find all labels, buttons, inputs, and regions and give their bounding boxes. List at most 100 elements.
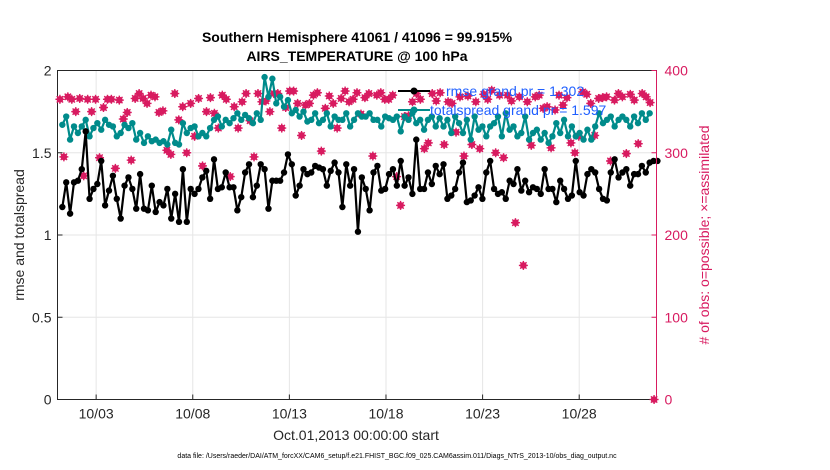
- rmse-series-point: [595, 185, 603, 193]
- spread-series-point: [82, 116, 89, 124]
- y-tick-label: 1: [44, 227, 52, 243]
- obs-point-ray: [547, 144, 555, 152]
- spread-series-point: [280, 103, 288, 110]
- spread-series-point: [467, 136, 474, 143]
- obs-point: [554, 90, 564, 100]
- obs-point: [289, 86, 299, 96]
- rmse-series-point: [502, 195, 509, 203]
- rmse-series-point: [319, 166, 327, 173]
- x-tick-label: 10/13: [272, 406, 307, 422]
- obs-point-ray: [369, 152, 377, 160]
- rmse-series-point: [475, 184, 482, 191]
- spread-series-point: [459, 129, 467, 137]
- obs-point: [174, 115, 184, 125]
- spread-series-point: [296, 113, 303, 120]
- obs-point-ray: [56, 95, 64, 103]
- obs-point: [562, 93, 572, 103]
- obs-point: [75, 93, 85, 103]
- obs-point-ray: [159, 107, 167, 115]
- rmse-series-point: [385, 170, 393, 178]
- obs-point-ray: [491, 149, 500, 157]
- axes-layer: 10/03 10/08 10/13 10/18 10/23 10/2800.511.520…: [32, 63, 688, 422]
- rmse-series-point: [284, 151, 292, 158]
- obs-point-ray: [297, 131, 306, 140]
- y2-tick-label: 400: [665, 63, 689, 79]
- obs-point: [221, 94, 231, 104]
- rmse-series-point: [634, 170, 642, 178]
- y-tick-label: 1.5: [32, 145, 52, 161]
- legend-rmse-marker: [410, 87, 418, 95]
- rmse-series-point: [136, 170, 144, 178]
- rmse-series-point: [276, 177, 284, 184]
- rmse-series-point: [222, 169, 229, 176]
- rmse-series-point: [238, 193, 245, 201]
- spread-series-point: [101, 116, 109, 124]
- spread-series-point: [238, 116, 245, 124]
- obs-point-ray: [222, 95, 230, 103]
- spread-series-point: [125, 124, 132, 132]
- rmse-series-point: [521, 177, 529, 184]
- obs-point-ray: [480, 90, 488, 99]
- obs-point: [471, 97, 481, 107]
- obs-point: [419, 144, 429, 154]
- spread-series-point: [129, 119, 136, 127]
- spread-series-point: [510, 123, 517, 130]
- spread-series-point: [245, 115, 253, 122]
- obs-point-ray: [527, 141, 535, 150]
- obs-point-ray: [139, 94, 147, 103]
- spread-series-point: [117, 129, 124, 137]
- spread-series-point: [168, 126, 175, 133]
- spread-series-point: [502, 110, 509, 117]
- rmse-series-point: [580, 192, 587, 199]
- rmse-series-point: [210, 156, 218, 163]
- spread-series-point: [133, 136, 140, 143]
- rmse-series-point: [82, 128, 89, 135]
- obs-point: [98, 103, 108, 113]
- spread-series-point: [490, 119, 498, 127]
- rmse-series-point: [249, 193, 257, 201]
- spread-series-point: [638, 110, 646, 117]
- obs-point-ray: [396, 201, 405, 210]
- rmse-series-point: [537, 190, 544, 198]
- spread-series-point: [576, 129, 583, 137]
- obs-point-ray: [420, 144, 429, 153]
- obs-point-ray: [559, 101, 567, 109]
- obs-point: [91, 94, 101, 104]
- rmse-series-point: [459, 159, 467, 166]
- obs-point: [233, 123, 243, 133]
- obs-point-ray: [610, 96, 619, 104]
- spread-series-point: [218, 123, 226, 130]
- obs-point: [332, 123, 342, 133]
- obs-point-ray: [408, 98, 417, 106]
- obs-point-ray: [476, 144, 484, 153]
- obs-point-ray: [551, 106, 559, 114]
- obs-point-ray: [230, 103, 238, 111]
- obs-point: [435, 88, 445, 98]
- obs-point: [522, 97, 532, 107]
- obs-point: [201, 107, 211, 117]
- obs-point: [312, 88, 322, 98]
- obs-point-ray: [587, 99, 595, 108]
- obs-point-ray: [523, 98, 532, 106]
- obs-point-ray: [337, 94, 345, 103]
- spread-series-point: [257, 116, 264, 124]
- obs-point: [447, 98, 457, 108]
- grid: [57, 70, 657, 400]
- obs-point-ray: [472, 98, 480, 106]
- spread-series-point: [308, 116, 315, 124]
- obs-point-ray: [127, 156, 135, 164]
- obs-point: [352, 88, 362, 98]
- obs-point-ray: [503, 91, 512, 99]
- obs-point-ray: [535, 91, 543, 99]
- spread-series-point: [292, 106, 299, 114]
- obs-point-ray: [432, 97, 440, 105]
- obs-point-ray: [289, 87, 298, 95]
- rmse-series-point: [105, 187, 113, 194]
- spread-series-point: [471, 113, 478, 120]
- obs-point-ray: [182, 149, 191, 157]
- legend-spread-marker: [410, 106, 418, 114]
- spread-series-point: [607, 113, 614, 120]
- obs-point-ray: [555, 91, 563, 99]
- spread-series-point: [580, 136, 587, 143]
- rmse-series-point: [397, 157, 404, 165]
